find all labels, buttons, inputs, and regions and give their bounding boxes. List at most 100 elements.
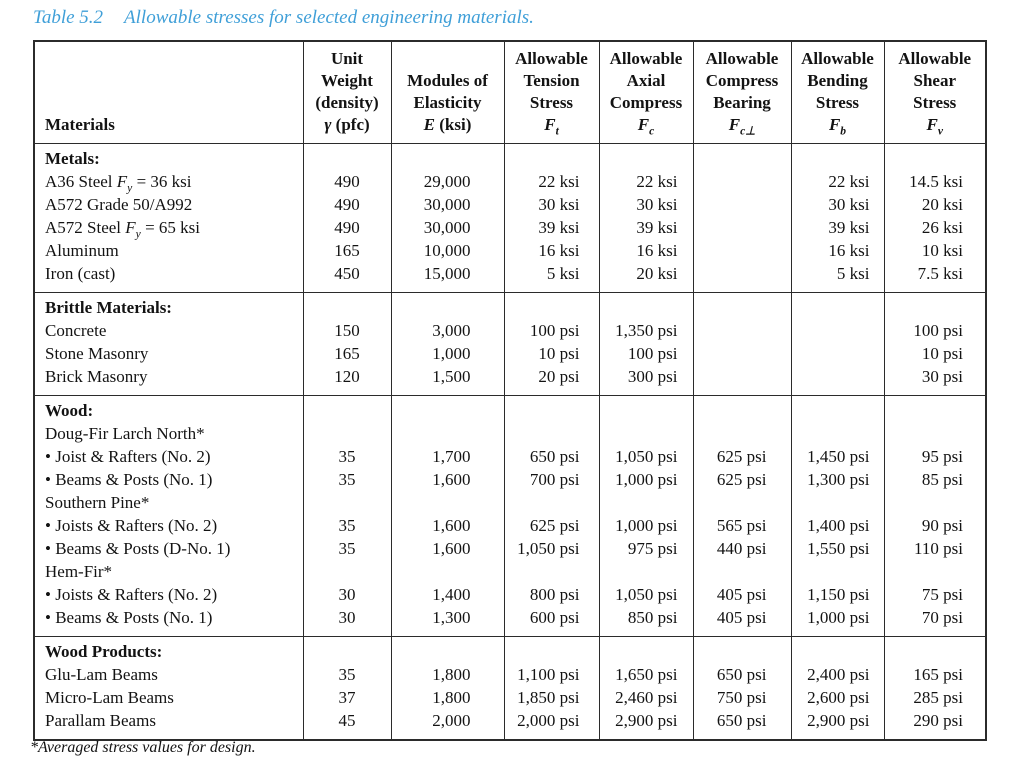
value-cell: 1,050 psi <box>503 537 599 560</box>
empty-cell <box>598 636 693 663</box>
empty-cell <box>692 636 791 663</box>
table-row: • Joists & Rafters (No. 2) 35 1,600 625 … <box>34 514 986 537</box>
value-cell: 10 ksi <box>883 239 986 262</box>
table-row: • Beams & Posts (No. 1) 35 1,600 700 psi… <box>34 468 986 491</box>
value-cell: 35 <box>302 468 391 491</box>
value-cell: 30 ksi <box>598 193 693 216</box>
value-cell <box>598 422 693 445</box>
value-cell: 700 psi <box>503 468 599 491</box>
value-cell: 285 psi <box>883 686 986 709</box>
material-name-cell: • Joists & Rafters (No. 2) <box>45 516 218 535</box>
value-cell: 490 <box>302 193 391 216</box>
material-name-cell: Stone Masonry <box>45 344 149 363</box>
value-cell: 95 psi <box>883 445 986 468</box>
value-cell <box>692 560 791 583</box>
value-cell: 565 psi <box>692 514 791 537</box>
empty-cell <box>390 636 504 663</box>
value-cell: 39 ksi <box>790 216 884 239</box>
value-cell <box>598 491 693 514</box>
material-name-cell: Southern Pine* <box>45 493 150 512</box>
empty-cell <box>302 292 391 319</box>
value-cell: 625 psi <box>692 468 791 491</box>
value-cell: 1,350 psi <box>598 319 693 342</box>
value-cell <box>503 560 599 583</box>
value-cell: 30 psi <box>883 365 986 396</box>
value-cell: 16 ksi <box>790 239 884 262</box>
empty-cell <box>390 292 504 319</box>
header-line: Weight <box>321 71 373 90</box>
value-cell: 625 psi <box>503 514 599 537</box>
value-cell: 35 <box>302 514 391 537</box>
section-title-cell: Metals: <box>45 149 100 168</box>
header-symbol: Fb <box>828 115 847 138</box>
value-cell <box>692 216 791 239</box>
empty-cell <box>692 143 791 170</box>
empty-cell <box>790 143 884 170</box>
value-cell: 70 psi <box>883 606 986 637</box>
value-cell: 100 psi <box>598 342 693 365</box>
table-row: Glu-Lam Beams 35 1,800 1,100 psi 1,650 p… <box>34 663 986 686</box>
table-row: • Joists & Rafters (No. 2) 30 1,400 800 … <box>34 583 986 606</box>
section-header-row: Metals: <box>34 143 986 170</box>
value-cell: 100 psi <box>503 319 599 342</box>
value-cell <box>302 560 391 583</box>
value-cell: 2,900 psi <box>598 709 693 740</box>
value-cell: 22 ksi <box>503 170 599 193</box>
value-cell: 1,600 <box>390 514 504 537</box>
header-line: (density) <box>315 93 379 112</box>
header-line: Allowable <box>705 49 779 68</box>
value-cell: 490 <box>302 170 391 193</box>
value-cell <box>598 560 693 583</box>
value-cell: 650 psi <box>692 709 791 740</box>
value-cell: 1,600 <box>390 537 504 560</box>
value-cell <box>692 319 791 342</box>
value-cell <box>692 422 791 445</box>
column-header-modulus-of-elasticity: Modules of Elasticity E (ksi) <box>390 41 504 144</box>
value-cell: 165 <box>302 239 391 262</box>
value-cell <box>790 365 884 396</box>
value-cell: 14.5 ksi <box>883 170 986 193</box>
header-line: Unit <box>330 49 364 68</box>
value-cell <box>692 365 791 396</box>
value-cell: 30 ksi <box>790 193 884 216</box>
header-line: Bending <box>807 71 868 90</box>
value-cell: 450 <box>302 262 391 293</box>
value-cell: 10,000 <box>390 239 504 262</box>
value-cell: 1,000 <box>390 342 504 365</box>
value-cell: 300 psi <box>598 365 693 396</box>
value-cell: 150 <box>302 319 391 342</box>
empty-cell <box>598 395 693 422</box>
empty-cell <box>598 143 693 170</box>
header-line: Allowable <box>801 49 874 68</box>
value-cell: 2,000 psi <box>503 709 599 740</box>
value-cell <box>883 422 986 445</box>
header-symbol: γ (pfc) <box>324 115 370 134</box>
value-cell: 5 ksi <box>503 262 599 293</box>
header-line: Compress <box>609 93 683 112</box>
header-line: Allowable <box>898 49 972 68</box>
material-name-cell: A572 Grade 50/A992 <box>45 195 193 214</box>
header-line: Axial <box>626 71 666 90</box>
value-cell: 30,000 <box>390 216 504 239</box>
value-cell: 750 psi <box>692 686 791 709</box>
value-cell: 45 <box>302 709 391 740</box>
value-cell: 975 psi <box>598 537 693 560</box>
empty-cell <box>503 636 599 663</box>
value-cell: 10 psi <box>883 342 986 365</box>
table-row: • Beams & Posts (D-No. 1) 35 1,600 1,050… <box>34 537 986 560</box>
empty-cell <box>790 292 884 319</box>
value-cell: 5 ksi <box>790 262 884 293</box>
value-cell: 30 ksi <box>503 193 599 216</box>
value-cell: 22 ksi <box>790 170 884 193</box>
value-cell <box>692 342 791 365</box>
value-cell: 1,050 psi <box>598 445 693 468</box>
material-name-cell: Doug-Fir Larch North* <box>45 424 205 443</box>
table-row: Micro-Lam Beams 37 1,800 1,850 psi 2,460… <box>34 686 986 709</box>
value-cell: 29,000 <box>390 170 504 193</box>
section-title-cell: Wood: <box>45 401 94 420</box>
value-cell: 1,600 <box>390 468 504 491</box>
value-cell: 1,050 psi <box>598 583 693 606</box>
section-metals: Metals: A36 Steel Fy = 36 ksi 490 29,000… <box>34 143 986 293</box>
value-cell <box>692 491 791 514</box>
table-row: A36 Steel Fy = 36 ksi 490 29,000 22 ksi … <box>34 170 986 194</box>
